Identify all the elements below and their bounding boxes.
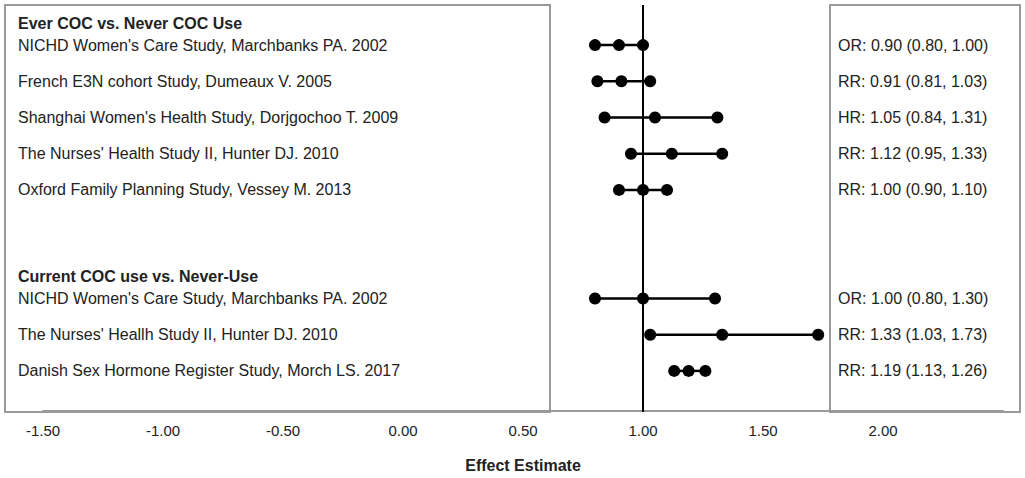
svg-text:RR: 1.00 (0.90, 1.10): RR: 1.00 (0.90, 1.10) [838, 181, 987, 198]
svg-text:0.50: 0.50 [508, 422, 537, 439]
svg-text:NICHD Women's Care Study, Marc: NICHD Women's Care Study, Marchbanks PA.… [18, 290, 388, 307]
svg-text:0.00: 0.00 [388, 422, 417, 439]
svg-text:RR: 1.33 (1.03, 1.73): RR: 1.33 (1.03, 1.73) [838, 326, 987, 343]
svg-text:Danish Sex Hormone Register St: Danish Sex Hormone Register Study, Morch… [18, 362, 400, 379]
svg-text:Effect Estimate: Effect Estimate [465, 457, 581, 474]
svg-text:Ever COC vs. Never COC Use: Ever COC vs. Never COC Use [18, 15, 242, 32]
svg-text:French E3N cohort Study, Dumea: French E3N cohort Study, Dumeaux V. 2005 [18, 73, 332, 90]
svg-text:Shanghai Women's Health Study,: Shanghai Women's Health Study, Dorjgocho… [18, 109, 398, 126]
svg-text:1.50: 1.50 [748, 422, 777, 439]
svg-text:2.00: 2.00 [868, 422, 897, 439]
svg-text:Current COC use vs. Never-Use: Current COC use vs. Never-Use [18, 268, 258, 285]
svg-text:The Nurses' Health Study II, H: The Nurses' Health Study II, Hunter DJ. … [18, 145, 339, 162]
svg-text:-1.00: -1.00 [146, 422, 180, 439]
svg-text:-1.50: -1.50 [26, 422, 60, 439]
svg-text:RR: 0.91 (0.81, 1.03): RR: 0.91 (0.81, 1.03) [838, 73, 987, 90]
svg-text:-0.50: -0.50 [266, 422, 300, 439]
svg-text:NICHD Women's Care Study, Marc: NICHD Women's Care Study, Marchbanks PA.… [18, 37, 388, 54]
svg-text:HR: 1.05 (0.84, 1.31): HR: 1.05 (0.84, 1.31) [838, 109, 987, 126]
svg-text:OR: 0.90 (0.80, 1.00): OR: 0.90 (0.80, 1.00) [838, 37, 988, 54]
svg-text:RR: 1.12 (0.95, 1.33): RR: 1.12 (0.95, 1.33) [838, 145, 987, 162]
svg-text:RR: 1.19 (1.13, 1.26): RR: 1.19 (1.13, 1.26) [838, 362, 987, 379]
svg-text:Oxford Family Planning Study,: Oxford Family Planning Study, Vessey M. … [18, 181, 351, 198]
svg-text:OR: 1.00 (0.80, 1.30): OR: 1.00 (0.80, 1.30) [838, 290, 988, 307]
svg-text:1.00: 1.00 [628, 422, 657, 439]
svg-text:The Nurses' Heallh Study II, H: The Nurses' Heallh Study II, Hunter DJ. … [18, 326, 338, 343]
